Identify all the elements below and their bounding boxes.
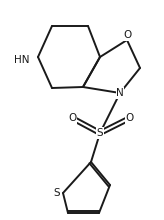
Text: HN: HN — [14, 55, 30, 65]
Text: O: O — [126, 113, 134, 123]
Text: O: O — [68, 113, 76, 123]
Text: S: S — [97, 128, 103, 138]
Text: N: N — [116, 88, 124, 98]
Text: S: S — [54, 188, 60, 198]
Text: O: O — [123, 30, 131, 40]
